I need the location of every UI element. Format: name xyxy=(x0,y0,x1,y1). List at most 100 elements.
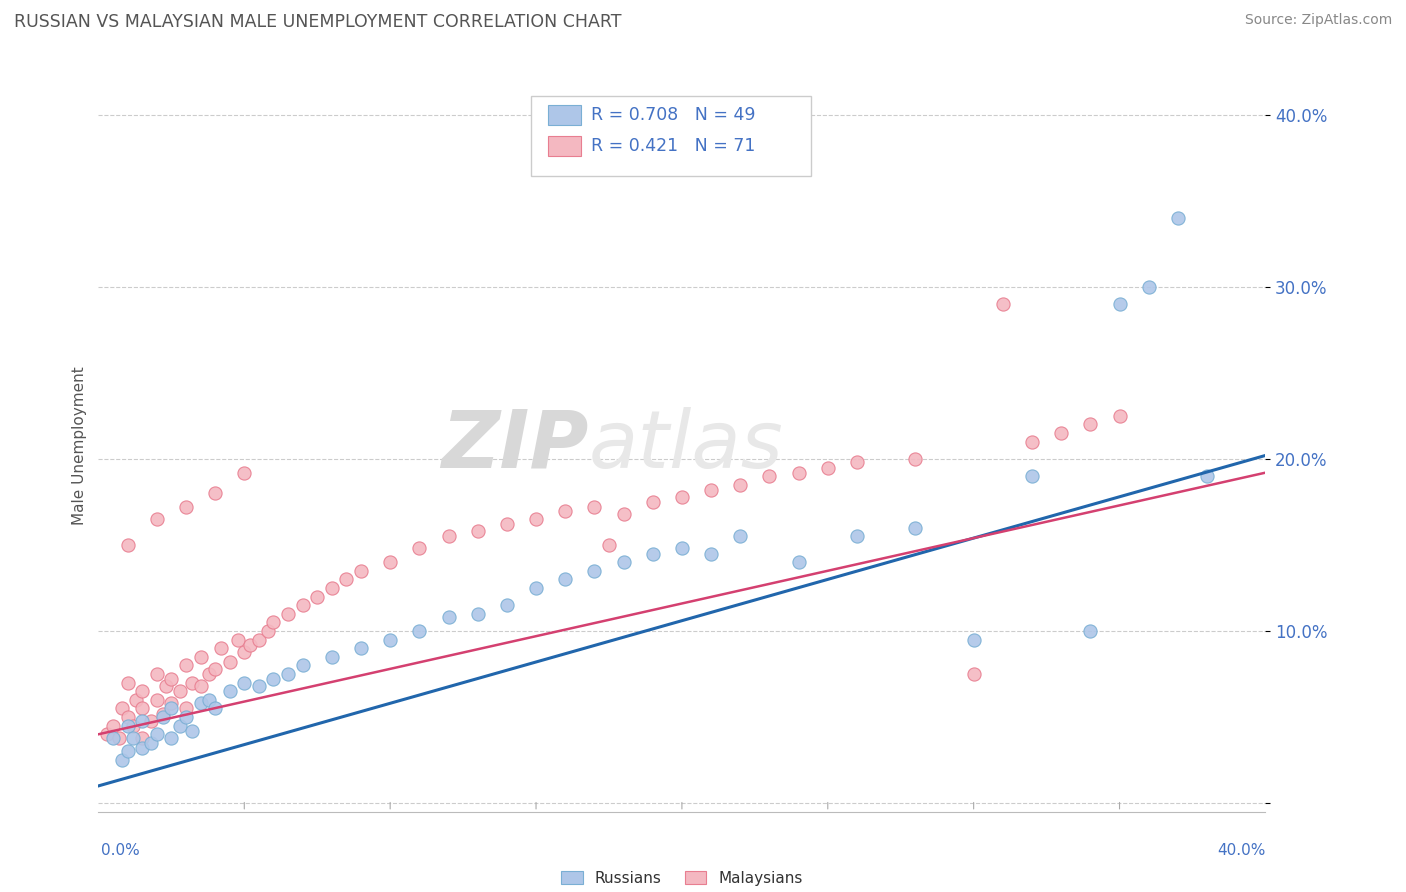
Point xyxy=(160,701,183,715)
Point xyxy=(962,632,984,647)
Y-axis label: Male Unemployment: Male Unemployment xyxy=(72,367,87,525)
Point xyxy=(209,641,232,656)
Point xyxy=(160,672,183,686)
Point xyxy=(583,564,606,578)
Point xyxy=(467,607,489,621)
Point xyxy=(1080,417,1102,432)
Point xyxy=(671,490,693,504)
Point xyxy=(554,573,576,587)
Point xyxy=(524,512,547,526)
Point xyxy=(101,719,124,733)
Point xyxy=(233,675,256,690)
Point xyxy=(467,524,489,539)
Point xyxy=(991,297,1014,311)
Point xyxy=(152,710,174,724)
Point xyxy=(190,696,212,710)
Point xyxy=(554,503,576,517)
Point xyxy=(139,714,162,728)
Point xyxy=(146,512,169,526)
Point xyxy=(321,581,343,595)
Point xyxy=(583,500,606,514)
Point xyxy=(817,460,839,475)
Point xyxy=(218,655,240,669)
Point xyxy=(378,555,402,569)
Point xyxy=(146,667,169,681)
Point xyxy=(1167,211,1189,225)
Point xyxy=(204,701,226,715)
Point xyxy=(262,672,284,686)
Point xyxy=(700,483,723,497)
Point xyxy=(598,538,620,552)
Point xyxy=(174,500,197,514)
Point xyxy=(131,684,153,698)
Point xyxy=(131,731,153,745)
Point xyxy=(96,727,118,741)
Point xyxy=(335,573,357,587)
Point xyxy=(256,624,278,638)
Point xyxy=(155,679,177,693)
Point xyxy=(169,719,191,733)
Point xyxy=(787,466,810,480)
Point xyxy=(233,645,256,659)
Point xyxy=(117,719,139,733)
Text: 0.0%: 0.0% xyxy=(101,843,141,858)
Point xyxy=(204,662,226,676)
Point xyxy=(152,706,174,721)
Point xyxy=(117,710,139,724)
Point xyxy=(1137,280,1160,294)
Point xyxy=(160,731,183,745)
Point xyxy=(117,744,139,758)
Point xyxy=(904,521,927,535)
Point xyxy=(1195,469,1218,483)
Text: ZIP: ZIP xyxy=(441,407,589,485)
Point xyxy=(758,469,780,483)
Point xyxy=(233,466,256,480)
Point xyxy=(1021,469,1043,483)
Point xyxy=(728,529,751,543)
Point xyxy=(146,727,169,741)
Point xyxy=(111,701,134,715)
Point xyxy=(131,701,153,715)
Point xyxy=(117,675,139,690)
Point xyxy=(198,693,221,707)
Point xyxy=(612,555,634,569)
Text: 40.0%: 40.0% xyxy=(1218,843,1265,858)
Point xyxy=(437,610,460,624)
Point xyxy=(277,667,299,681)
Point xyxy=(174,658,197,673)
Text: R = 0.421   N = 71: R = 0.421 N = 71 xyxy=(591,137,755,155)
Text: Source: ZipAtlas.com: Source: ZipAtlas.com xyxy=(1244,13,1392,28)
Text: R = 0.708   N = 49: R = 0.708 N = 49 xyxy=(591,106,755,124)
Point xyxy=(174,710,197,724)
Point xyxy=(408,541,430,556)
Legend: Russians, Malaysians: Russians, Malaysians xyxy=(555,864,808,892)
Point xyxy=(787,555,810,569)
Point xyxy=(845,455,868,469)
Point xyxy=(495,517,517,532)
Point xyxy=(350,641,373,656)
Point xyxy=(180,723,202,738)
Point xyxy=(700,547,723,561)
Point xyxy=(524,581,547,595)
Point xyxy=(117,538,139,552)
Point xyxy=(169,684,191,698)
Point xyxy=(1080,624,1102,638)
Point xyxy=(239,638,262,652)
Point xyxy=(108,731,131,745)
Text: RUSSIAN VS MALAYSIAN MALE UNEMPLOYMENT CORRELATION CHART: RUSSIAN VS MALAYSIAN MALE UNEMPLOYMENT C… xyxy=(14,13,621,31)
Point xyxy=(671,541,693,556)
Point xyxy=(495,598,517,612)
Point xyxy=(111,753,134,767)
Point xyxy=(277,607,299,621)
Point xyxy=(1108,297,1130,311)
Point xyxy=(190,649,212,664)
Point xyxy=(1108,409,1130,423)
Point xyxy=(160,696,183,710)
Point xyxy=(408,624,430,638)
Point xyxy=(131,714,153,728)
Point xyxy=(437,529,460,543)
Point xyxy=(125,693,148,707)
Point xyxy=(728,477,751,491)
Point xyxy=(228,632,250,647)
Point xyxy=(218,684,240,698)
